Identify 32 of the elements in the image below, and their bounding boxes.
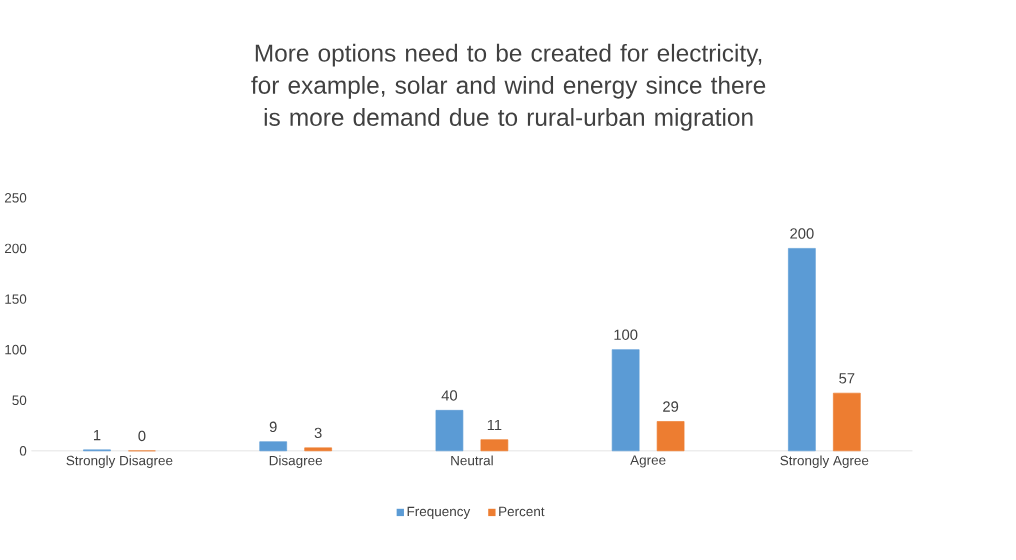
data-label: 11 bbox=[487, 419, 502, 431]
bar bbox=[656, 421, 685, 452]
bar bbox=[833, 392, 861, 452]
y-tick-label: 50 bbox=[12, 395, 27, 406]
x-tick-label: Strongly Disagree bbox=[66, 455, 173, 468]
x-tick-label: Strongly Agree bbox=[780, 455, 869, 468]
legend-label: Percent bbox=[499, 506, 545, 517]
data-label: 100 bbox=[614, 329, 638, 340]
bar bbox=[480, 439, 509, 452]
chart-title: More options need to be created for electricity, for example, solar and wind energy since there is more demand due to rural-urban migration bbox=[251, 43, 766, 131]
y-tick-label: 200 bbox=[4, 243, 27, 254]
data-label: 0 bbox=[138, 430, 146, 442]
y-tick-label: 0 bbox=[19, 446, 27, 456]
data-label: 3 bbox=[314, 427, 322, 439]
bar bbox=[788, 248, 816, 452]
y-tick-label: 100 bbox=[5, 344, 27, 355]
bar bbox=[611, 349, 640, 452]
data-label: 1 bbox=[93, 430, 101, 441]
x-tick-label: Disagree bbox=[269, 455, 323, 468]
data-label: 200 bbox=[790, 228, 814, 239]
bar bbox=[304, 447, 332, 452]
data-label: 29 bbox=[663, 401, 679, 412]
y-tick-label: 250 bbox=[4, 193, 27, 203]
data-label: 9 bbox=[269, 421, 277, 433]
data-label: 57 bbox=[839, 373, 855, 384]
bar bbox=[259, 441, 287, 452]
y-tick-label: 150 bbox=[5, 294, 27, 304]
x-tick-label: Neutral bbox=[451, 455, 493, 466]
legend-label: Frequency bbox=[407, 506, 471, 519]
x-tick-label: Agree bbox=[630, 455, 666, 468]
bar bbox=[435, 410, 464, 452]
data-label: 40 bbox=[441, 390, 458, 401]
